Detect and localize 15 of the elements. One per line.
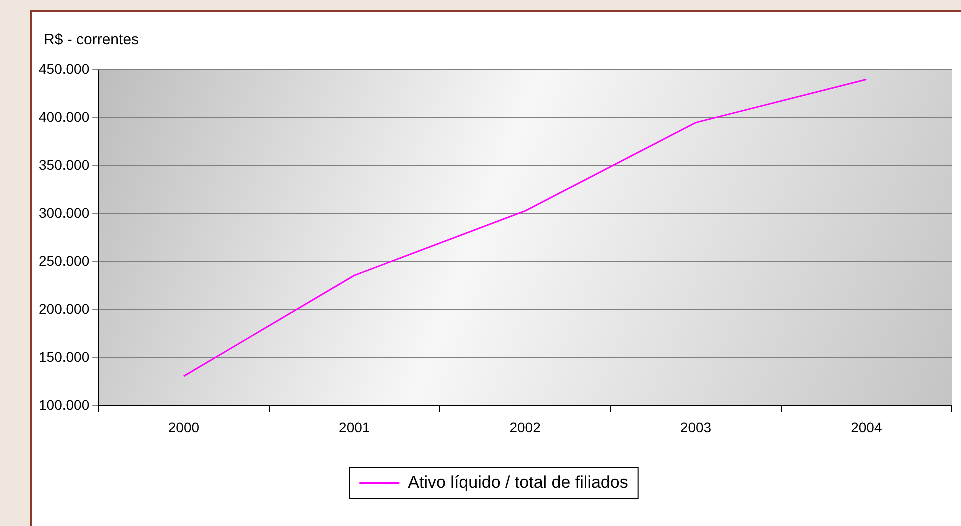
y-tick-label: 250.000 <box>38 252 90 269</box>
y-tick-label: 300.000 <box>38 204 90 221</box>
x-tick-label: 2000 <box>168 419 200 436</box>
y-tick-label: 200.000 <box>38 301 90 317</box>
y-tick-label: 450.000 <box>38 60 90 77</box>
y-tick-label: 100.000 <box>38 397 90 414</box>
y-axis-title: R$ - correntes <box>44 32 140 49</box>
y-tick-label: 350.000 <box>38 156 90 173</box>
x-tick-label: 2004 <box>851 419 882 436</box>
x-tick-label: 2002 <box>510 419 542 436</box>
x-tick-label: 2001 <box>339 419 370 436</box>
y-tick-label: 150.000 <box>38 349 90 366</box>
legend-label: Ativo líquido / total de filiados <box>408 473 628 492</box>
x-tick-label: 2003 <box>680 419 712 436</box>
y-tick-label: 400.000 <box>38 108 90 125</box>
